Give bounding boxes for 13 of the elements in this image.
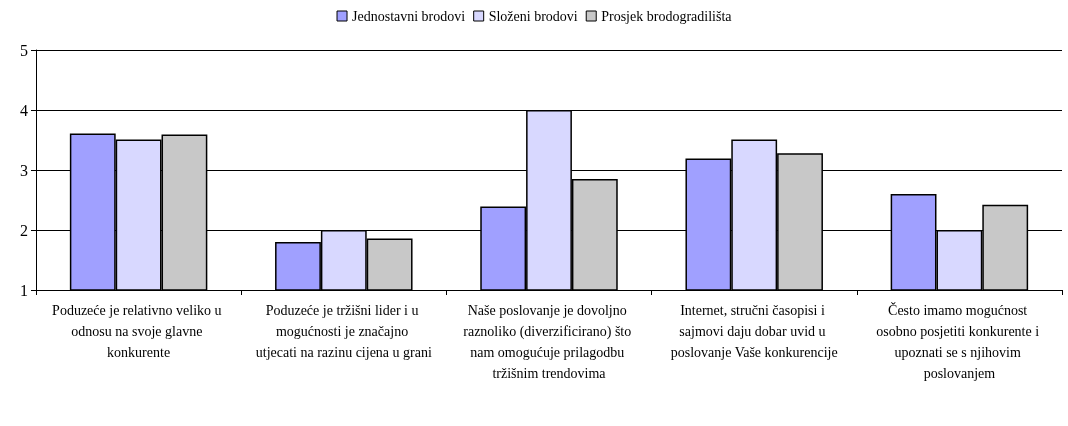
x-tick-label: Naše poslovanje je dovoljno raznoliko (diverzificirano) što nam omogućuje prilagodbu tržišnim trendovima: [463, 303, 635, 381]
x-tick-label: Često imamo mogućnost osobno posjetiti konkurente i upoznati se s njihovim poslovanjem: [876, 302, 1043, 381]
y-tick-label: 1: [20, 281, 28, 299]
x-tick-label: Poduzeće je tržišni lider i u mogućnosti je značajno utjecati na razinu cijena u grani: [255, 303, 432, 360]
x-tick-label: Internet, stručni časopisi i sajmovi daju dobar uvid u poslovanje Vaše konkurencije: [670, 303, 838, 360]
legend-label: Složeni brodovi: [488, 8, 578, 24]
y-tick-label: 2: [20, 221, 28, 239]
x-tick-label: Poduzeće je relativno veliko u odnosu na svoje glavne konkurente: [52, 303, 226, 360]
y-tick-label: 3: [20, 161, 28, 179]
y-tick-label: 5: [20, 41, 28, 59]
y-tick-label: 4: [20, 101, 28, 119]
legend-label: Jednostavni brodovi: [352, 8, 466, 24]
legend-label: Prosjek brodogradilišta: [601, 8, 733, 24]
